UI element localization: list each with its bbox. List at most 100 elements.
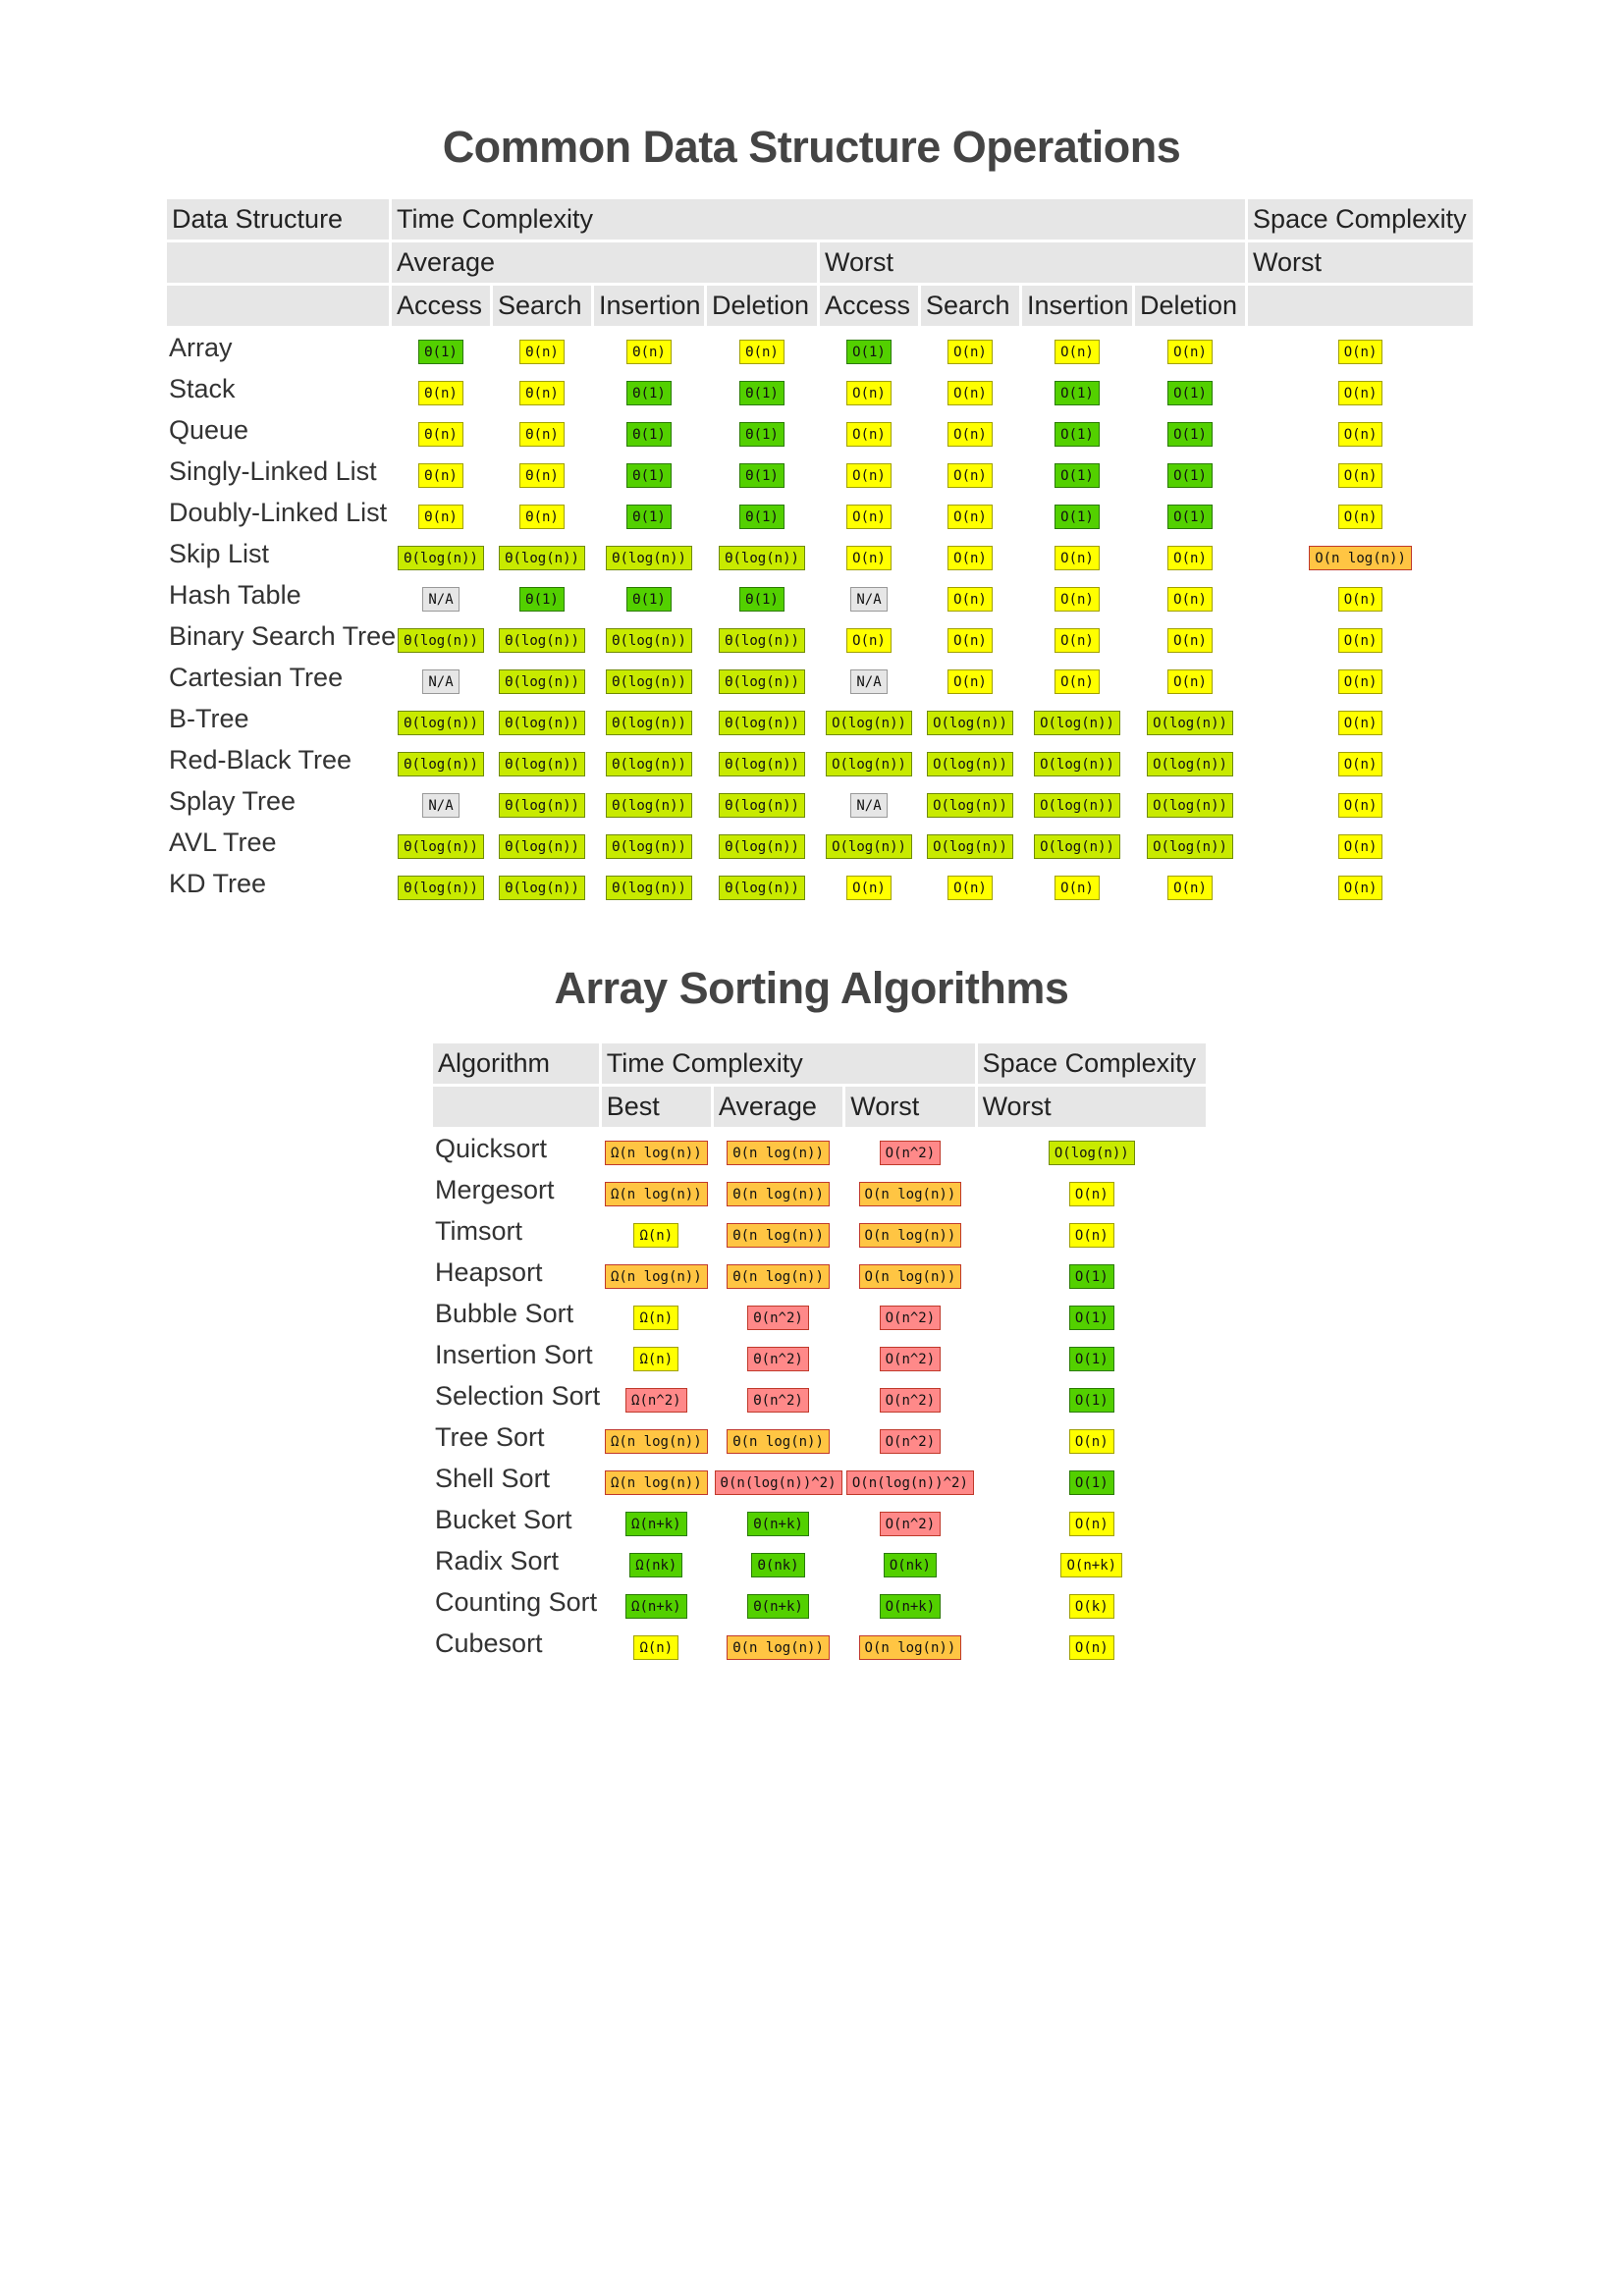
header-blank <box>433 1087 599 1127</box>
row-label: Bucket Sort <box>435 1505 572 1534</box>
table-cell: N/A <box>392 576 490 614</box>
table-cell: Θ(n) <box>392 494 490 532</box>
complexity-badge: Θ(log(n)) <box>606 875 692 900</box>
table-cell: O(n log(n)) <box>1248 535 1473 573</box>
table-cell: O(n) <box>1248 453 1473 491</box>
table-cell: Θ(n) <box>493 494 591 532</box>
complexity-badge: O(n^2) <box>879 1428 942 1454</box>
complexity-badge: O(n) <box>1337 751 1383 776</box>
table-cell: O(1) <box>978 1460 1206 1498</box>
table-cell: Θ(log(n)) <box>493 741 591 779</box>
table-cell: Θ(1) <box>707 411 817 450</box>
complexity-badge: Θ(1) <box>739 462 784 488</box>
row-label: Hash Table <box>169 580 301 610</box>
header-average: Average <box>392 242 817 283</box>
header-space-worst: Worst <box>977 1087 1206 1127</box>
table-row: Mergesort Ω(n log(n)) Θ(n log(n)) O(n log(n… <box>433 1171 1206 1209</box>
table-cell: O(n) <box>1135 659 1245 697</box>
table-cell: Θ(n log(n)) <box>714 1130 842 1168</box>
table-cell: O(1) <box>978 1336 1206 1374</box>
data-structure-table-body: Array Θ(1) Θ(n) Θ(n) Θ(n) O(1) O(n) O(n) O(n) O(n… <box>167 329 1473 903</box>
table-cell: O(n) <box>820 453 918 491</box>
table-cell: Ω(n) <box>602 1625 711 1663</box>
table-cell: O(log(n)) <box>921 824 1019 862</box>
complexity-badge: O(n) <box>947 586 993 612</box>
header-blank <box>167 242 389 283</box>
complexity-badge: Θ(log(n)) <box>719 545 805 570</box>
table-cell: Θ(n^2) <box>714 1336 842 1374</box>
header-best: Best <box>601 1087 711 1127</box>
complexity-badge: N/A <box>422 668 460 694</box>
table-cell: O(n) <box>1248 782 1473 821</box>
table-cell: O(n) <box>921 617 1019 656</box>
table-cell: O(n) <box>1248 824 1473 862</box>
table-cell: O(log(n)) <box>820 741 918 779</box>
table-cell: O(n^2) <box>845 1377 974 1415</box>
table-row: Cartesian Tree N/A Θ(log(n)) Θ(log(n)) Θ(log… <box>167 659 1473 697</box>
complexity-badge: O(n) <box>1167 545 1213 570</box>
table-cell: O(n) <box>820 617 918 656</box>
complexity-badge: O(log(n)) <box>1147 792 1233 818</box>
complexity-badge: O(n(log(n))^2) <box>845 1469 974 1495</box>
row-label: Tree Sort <box>435 1422 545 1452</box>
complexity-badge: Θ(log(n)) <box>499 875 585 900</box>
table-cell: Ω(nk) <box>602 1542 711 1580</box>
header-op-access: Access <box>820 286 918 326</box>
complexity-badge: Θ(n log(n)) <box>727 1634 830 1660</box>
table-cell: Θ(log(n)) <box>707 824 817 862</box>
header-worst: Worst <box>820 242 1246 283</box>
header-op-search: Search <box>921 286 1019 326</box>
table-cell: O(n^2) <box>845 1130 974 1168</box>
table-cell: Ω(n^2) <box>602 1377 711 1415</box>
table-row: Counting Sort Ω(n+k) Θ(n+k) O(n+k) O(k) <box>433 1583 1206 1622</box>
table-row: Bubble Sort Ω(n) Θ(n^2) O(n^2) O(1) <box>433 1295 1206 1333</box>
table-cell: O(n) <box>921 411 1019 450</box>
row-label: Shell Sort <box>435 1464 551 1493</box>
table-cell: Θ(log(n)) <box>594 617 704 656</box>
table-cell: O(n) <box>1248 741 1473 779</box>
row-label: Timsort <box>435 1216 522 1246</box>
complexity-badge: O(n) <box>1055 627 1100 653</box>
table-cell: O(log(n)) <box>921 741 1019 779</box>
table-cell: Θ(n log(n)) <box>714 1171 842 1209</box>
table-cell: Ω(n) <box>602 1336 711 1374</box>
complexity-badge: Θ(nk) <box>751 1552 805 1577</box>
complexity-badge: Θ(log(n)) <box>606 792 692 818</box>
complexity-badge: Θ(n) <box>418 421 463 447</box>
table-row: Red-Black Tree Θ(log(n)) Θ(log(n)) Θ(log(n)… <box>167 741 1473 779</box>
complexity-badge: Θ(1) <box>626 421 672 447</box>
table-cell: Θ(n) <box>392 370 490 408</box>
complexity-badge: O(n) <box>947 421 993 447</box>
row-label: Mergesort <box>435 1175 555 1204</box>
complexity-badge: O(n) <box>1337 586 1383 612</box>
table-cell: O(1) <box>820 329 918 367</box>
table-cell: N/A <box>392 659 490 697</box>
table-cell: Θ(log(n)) <box>493 617 591 656</box>
complexity-badge: O(n) <box>1337 380 1383 405</box>
table-cell: O(n) <box>1135 576 1245 614</box>
complexity-badge: Ω(n log(n)) <box>604 1469 708 1495</box>
table-cell: Θ(log(n)) <box>707 741 817 779</box>
complexity-badge: Θ(n(log(n))^2) <box>714 1469 842 1495</box>
complexity-badge: O(1) <box>1055 462 1100 488</box>
table-cell: O(log(n)) <box>820 700 918 738</box>
table-cell: Θ(n+k) <box>714 1583 842 1622</box>
header-data-structure: Data Structure <box>167 199 389 240</box>
table-cell: O(n) <box>921 329 1019 367</box>
complexity-badge: Θ(log(n)) <box>398 627 484 653</box>
complexity-badge: Θ(log(n)) <box>499 627 585 653</box>
complexity-badge: Θ(1) <box>626 586 672 612</box>
table-cell: O(n) <box>1135 329 1245 367</box>
complexity-badge: Ω(n log(n)) <box>604 1428 708 1454</box>
table-cell: Θ(n log(n)) <box>714 1254 842 1292</box>
complexity-badge: Θ(n log(n)) <box>727 1222 830 1248</box>
complexity-badge: O(log(n)) <box>1147 710 1233 735</box>
table-cell: O(1) <box>1135 494 1245 532</box>
complexity-badge: O(n) <box>1167 339 1213 364</box>
complexity-badge: O(log(n)) <box>927 792 1013 818</box>
complexity-badge: O(1) <box>1167 380 1213 405</box>
complexity-badge: O(n) <box>1337 792 1383 818</box>
complexity-badge: Ω(n) <box>633 1634 679 1660</box>
complexity-badge: Θ(log(n)) <box>398 710 484 735</box>
complexity-badge: O(n) <box>1167 627 1213 653</box>
